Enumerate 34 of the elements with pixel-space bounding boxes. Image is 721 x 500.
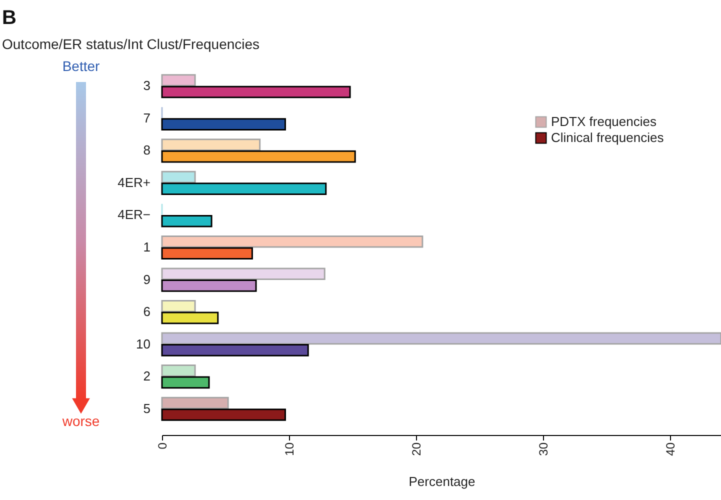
bar bbox=[161, 138, 261, 151]
bar bbox=[161, 332, 721, 345]
legend-label: PDTX frequencies bbox=[551, 114, 657, 129]
x-tick-label: 20 bbox=[410, 442, 424, 456]
y-tick-label: 5 bbox=[143, 400, 150, 416]
y-tick-label: 1 bbox=[143, 240, 150, 254]
y-tick-label: 8 bbox=[143, 142, 150, 158]
bar bbox=[161, 118, 286, 130]
x-tick-label: 10 bbox=[282, 442, 297, 456]
y-tick-label: 9 bbox=[143, 272, 150, 287]
y-tick-label: 3 bbox=[143, 78, 150, 94]
y-tick-label: 2 bbox=[143, 368, 150, 384]
text: Better bbox=[62, 58, 100, 74]
y-tick-label: 7 bbox=[143, 110, 150, 126]
chart-title: B bbox=[2, 7, 16, 29]
bar bbox=[161, 74, 196, 86]
bar bbox=[161, 235, 424, 248]
x-tick-label: 40 bbox=[664, 442, 678, 456]
legend-label: Clinical frequencies bbox=[551, 130, 664, 145]
y-tick-label: 6 bbox=[143, 304, 150, 320]
chart-subtitle: Outcome/ER status/Int Clust/Frequencies bbox=[2, 36, 260, 52]
text: worse bbox=[61, 413, 100, 429]
bar bbox=[161, 300, 196, 312]
bar bbox=[161, 268, 326, 280]
x-tick-label: 30 bbox=[536, 442, 551, 456]
bar bbox=[161, 214, 212, 228]
x-tick-label: 0 bbox=[156, 442, 170, 450]
x-axis-title: Percentage bbox=[408, 474, 476, 489]
bar bbox=[161, 396, 229, 410]
y-tick-label: 10 bbox=[136, 336, 150, 352]
y-tick-label: 4ER− bbox=[118, 207, 150, 222]
bar bbox=[161, 182, 327, 195]
y-tick-label: 4ER+ bbox=[118, 174, 150, 190]
bar bbox=[161, 364, 196, 377]
